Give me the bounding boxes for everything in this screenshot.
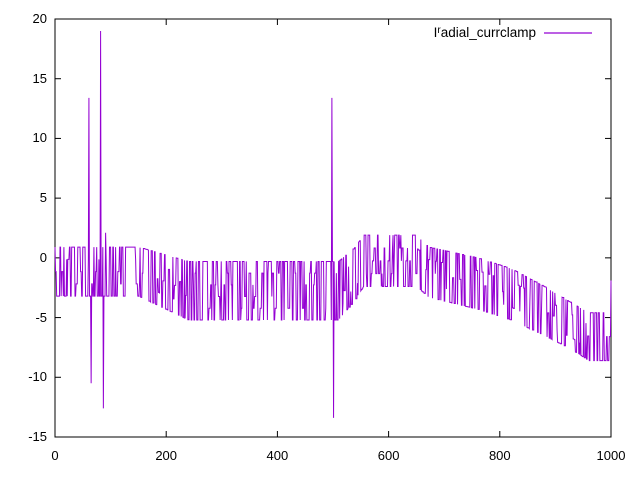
plot-axes [54,18,612,438]
x-tick-label: 400 [266,448,289,463]
x-tick-label: 200 [155,448,178,463]
signal-line [54,30,612,418]
legend-label: Iradial_currclamp [434,25,536,43]
plot-border [54,18,612,438]
x-tick-label: 600 [377,448,400,463]
y-tick-label: 10 [32,130,47,146]
legend-label-prefix: I [433,25,438,40]
y-tick-label: 15 [32,70,47,86]
y-tick-label: -5 [35,309,47,325]
x-tick-label: 0 [51,448,59,463]
legend-label-superscript: r [437,24,441,36]
y-tick-label: -15 [28,429,47,444]
legend-label-rest: adial_currclamp [440,25,536,40]
y-tick-label: -10 [28,369,47,385]
y-tick-label: 0 [39,249,47,265]
y-tick-label: 20 [32,11,47,26]
x-tick-label: 1000 [596,448,626,463]
y-tick-label: 5 [39,190,47,206]
x-tick-label: 800 [488,448,511,463]
